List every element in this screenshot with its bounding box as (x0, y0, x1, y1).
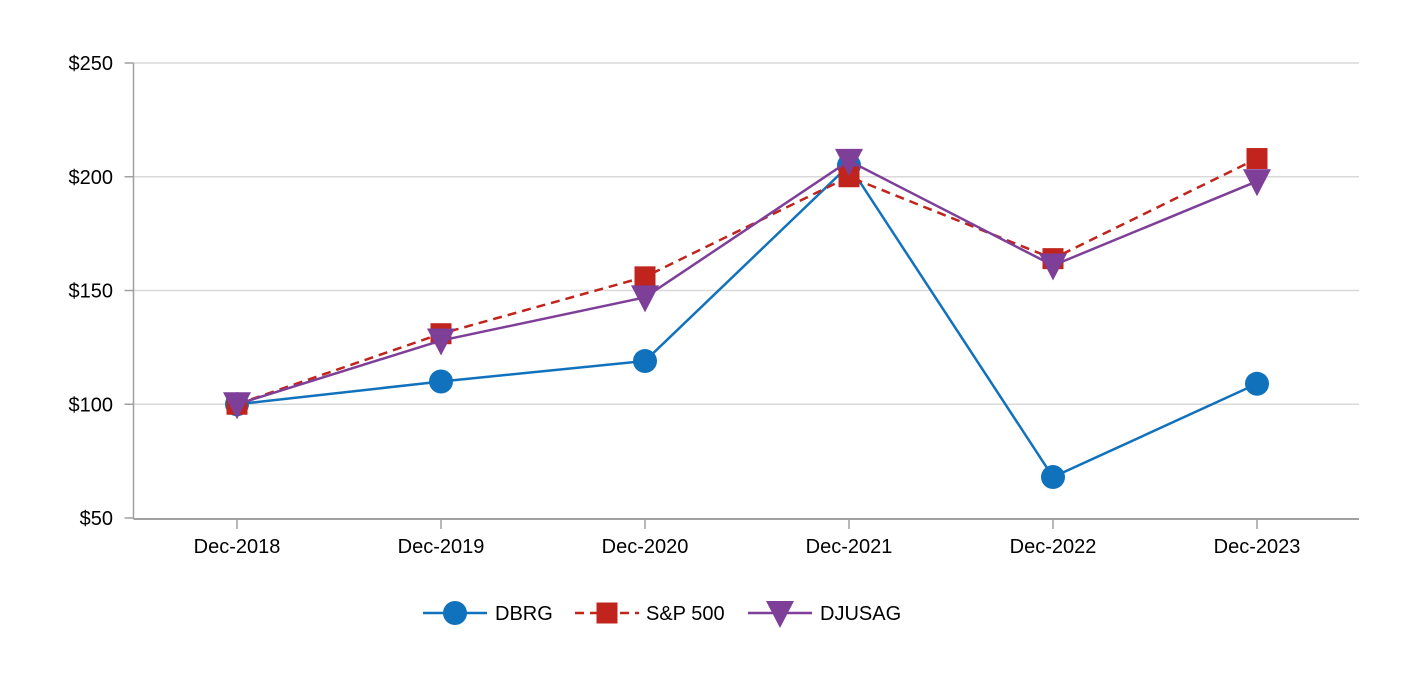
marker-square-legend-sp500 (596, 602, 618, 624)
x-axis-label: Dec-2022 (1010, 536, 1097, 558)
marker-triangle-djusag (1039, 253, 1067, 281)
legend-label-sp500: S&P 500 (646, 603, 725, 625)
legend-label-djusag: DJUSAG (820, 603, 902, 625)
y-axis-label: $250 (69, 53, 114, 75)
marker-triangle-legend-djusag (766, 601, 794, 628)
marker-circle-legend-dbrg (443, 601, 467, 625)
y-axis-label: $200 (69, 167, 114, 189)
marker-triangle-djusag (427, 328, 455, 356)
marker-triangle-djusag (835, 148, 863, 176)
marker-square-sp500 (838, 166, 860, 188)
marker-circle-dbrg (1245, 371, 1269, 396)
y-axis-label: $150 (69, 281, 114, 303)
legend-label-dbrg: DBRG (495, 603, 553, 625)
series-line-dbrg (236, 163, 1258, 479)
marker-triangle-djusag (631, 285, 659, 313)
x-axis-label: Dec-2018 (194, 536, 281, 558)
marker-triangle-djusag (1243, 169, 1271, 197)
y-axis-label: $50 (80, 508, 113, 530)
marker-square-sp500 (634, 266, 656, 288)
x-axis-label: Dec-2020 (602, 536, 689, 558)
x-axis-label: Dec-2021 (806, 536, 893, 558)
series-line-djusag (236, 159, 1258, 406)
x-axis-label: Dec-2023 (1214, 536, 1301, 558)
marker-circle-dbrg (429, 369, 453, 394)
series-line-sp500 (236, 157, 1258, 406)
marker-circle-dbrg (633, 349, 657, 374)
y-axis-label: $100 (69, 394, 114, 416)
marker-square-sp500 (1246, 148, 1268, 170)
marker-circle-dbrg (1041, 465, 1065, 490)
marker-triangle-djusag (223, 392, 251, 420)
x-axis-label: Dec-2019 (398, 536, 485, 558)
